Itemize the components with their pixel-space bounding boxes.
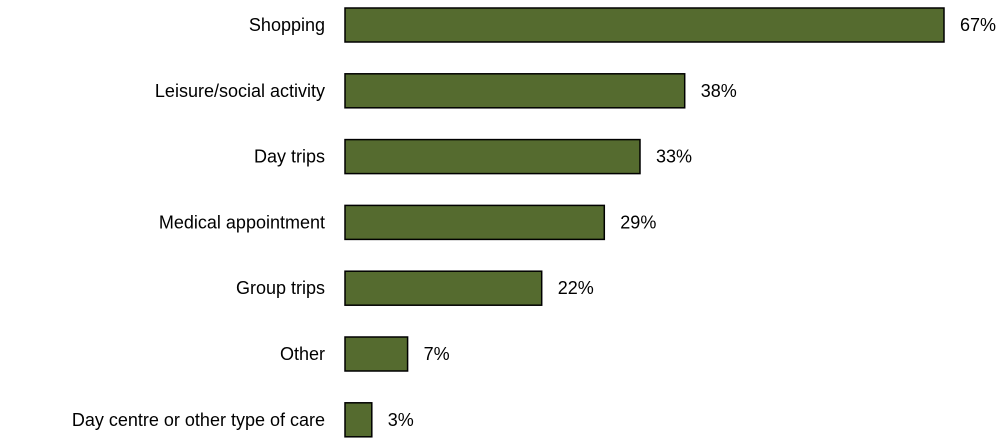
category-label: Day trips: [254, 147, 325, 167]
category-label: Day centre or other type of care: [72, 410, 325, 430]
bar: [344, 402, 373, 438]
bar: [344, 336, 409, 372]
bar: [344, 138, 641, 175]
bar: [344, 270, 543, 306]
value-label: 67%: [960, 15, 996, 35]
value-label: 33%: [656, 147, 692, 167]
value-label: 29%: [620, 212, 656, 232]
value-label: 38%: [701, 81, 737, 101]
category-label: Leisure/social activity: [155, 81, 325, 101]
bar: [344, 7, 945, 43]
bar: [344, 73, 686, 109]
bar: [344, 204, 606, 241]
value-label: 3%: [388, 410, 414, 430]
category-label: Group trips: [236, 278, 325, 298]
bars-layer: [344, 7, 945, 438]
labels-layer: Shopping 67% Leisure/social activity 38% Day…: [72, 15, 996, 430]
category-label: Medical appointment: [159, 212, 325, 232]
value-label: 22%: [558, 278, 594, 298]
category-label: Shopping: [249, 15, 325, 35]
category-label: Other: [280, 344, 325, 364]
value-label: 7%: [424, 344, 450, 364]
